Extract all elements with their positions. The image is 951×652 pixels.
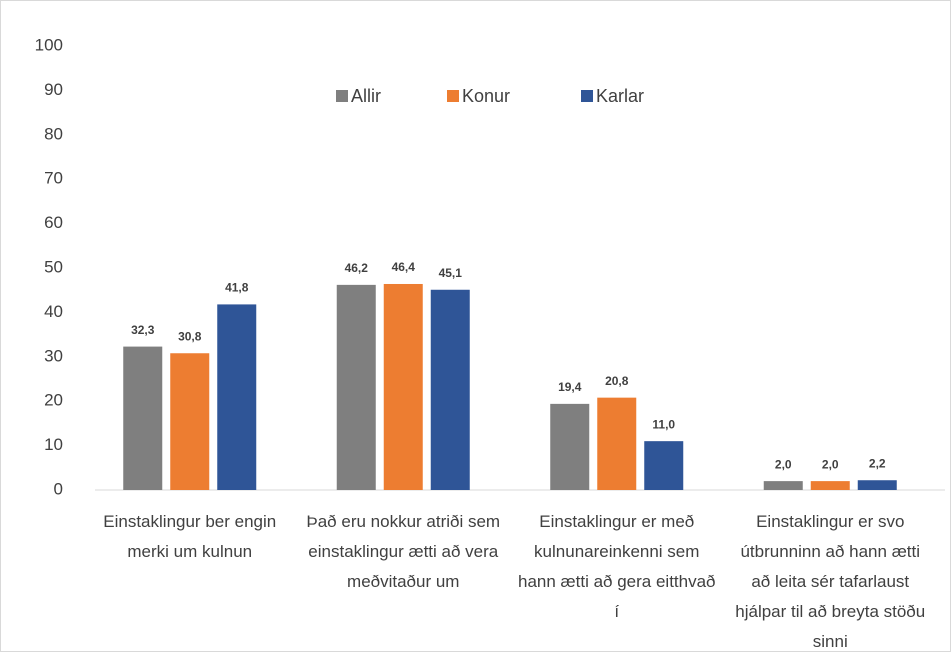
- x-tick-label: Einstaklingur er með kulnunareinkenni se…: [517, 512, 716, 621]
- data-label: 20,8: [605, 374, 629, 388]
- bar: [430, 289, 470, 490]
- data-label: 2,0: [775, 457, 792, 471]
- legend-swatch: [336, 90, 348, 102]
- x-tick-label: Einstaklingur er svo útbrunninn að hann …: [735, 512, 926, 651]
- bar: [810, 481, 850, 490]
- y-tick-label: 60: [44, 213, 63, 232]
- data-label: 45,1: [439, 266, 463, 280]
- data-label: 2,2: [869, 456, 886, 470]
- legend-label: Allir: [351, 86, 381, 106]
- bar: [857, 480, 897, 490]
- data-label: 46,2: [345, 261, 369, 275]
- x-tick-label: Einstaklingur ber engin merki um kulnun: [103, 512, 277, 561]
- y-tick-label: 90: [44, 80, 63, 99]
- legend-label: Konur: [462, 86, 510, 106]
- bar: [597, 397, 637, 490]
- data-label: 46,4: [392, 260, 416, 274]
- bar: [217, 304, 257, 490]
- bar: [550, 403, 590, 490]
- y-tick-label: 10: [44, 435, 63, 454]
- y-tick-label: 100: [35, 35, 63, 54]
- y-tick-label: 0: [54, 479, 63, 498]
- data-label: 41,8: [225, 281, 249, 295]
- y-tick-label: 80: [44, 124, 63, 143]
- bar: [336, 284, 376, 490]
- bar: [763, 481, 803, 490]
- y-tick-label: 20: [44, 391, 63, 410]
- y-tick-label: 40: [44, 302, 63, 321]
- data-label: 30,8: [178, 329, 202, 343]
- legend-swatch: [447, 90, 459, 102]
- legend-swatch: [581, 90, 593, 102]
- bar: [170, 353, 210, 490]
- y-tick-label: 50: [44, 257, 63, 276]
- x-tick-label: Það eru nokkur atriði sem einstaklingur …: [306, 512, 501, 591]
- data-label: 19,4: [558, 380, 582, 394]
- y-tick-label: 30: [44, 346, 63, 365]
- legend-label: Karlar: [596, 86, 644, 106]
- bar: [123, 346, 163, 490]
- bar: [644, 441, 684, 490]
- y-tick-label: 70: [44, 169, 63, 188]
- data-label: 11,0: [652, 417, 675, 431]
- data-label: 32,3: [131, 323, 155, 337]
- data-label: 2,0: [822, 457, 839, 471]
- bar: [383, 283, 423, 490]
